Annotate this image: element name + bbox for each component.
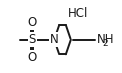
Text: O: O <box>28 51 37 64</box>
Text: 2: 2 <box>102 39 108 48</box>
Text: N: N <box>50 33 59 46</box>
Text: O: O <box>28 16 37 29</box>
Text: NH: NH <box>97 33 115 46</box>
Text: S: S <box>29 33 36 46</box>
Text: HCl: HCl <box>67 7 88 20</box>
